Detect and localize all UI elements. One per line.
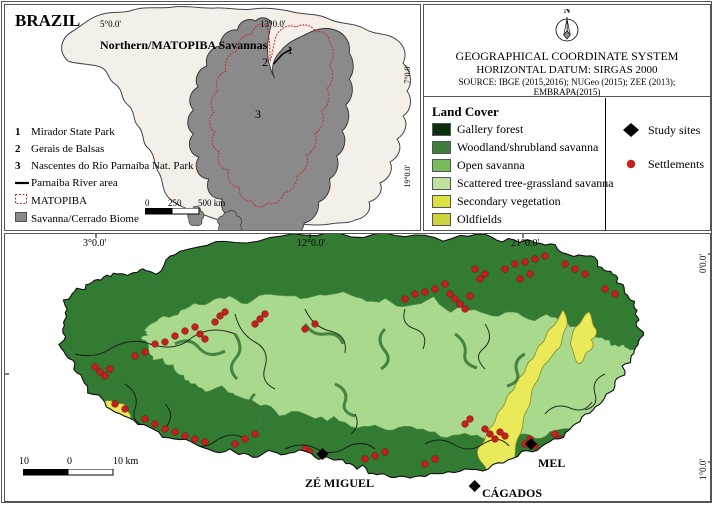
svg-text:N: N [564, 9, 571, 15]
